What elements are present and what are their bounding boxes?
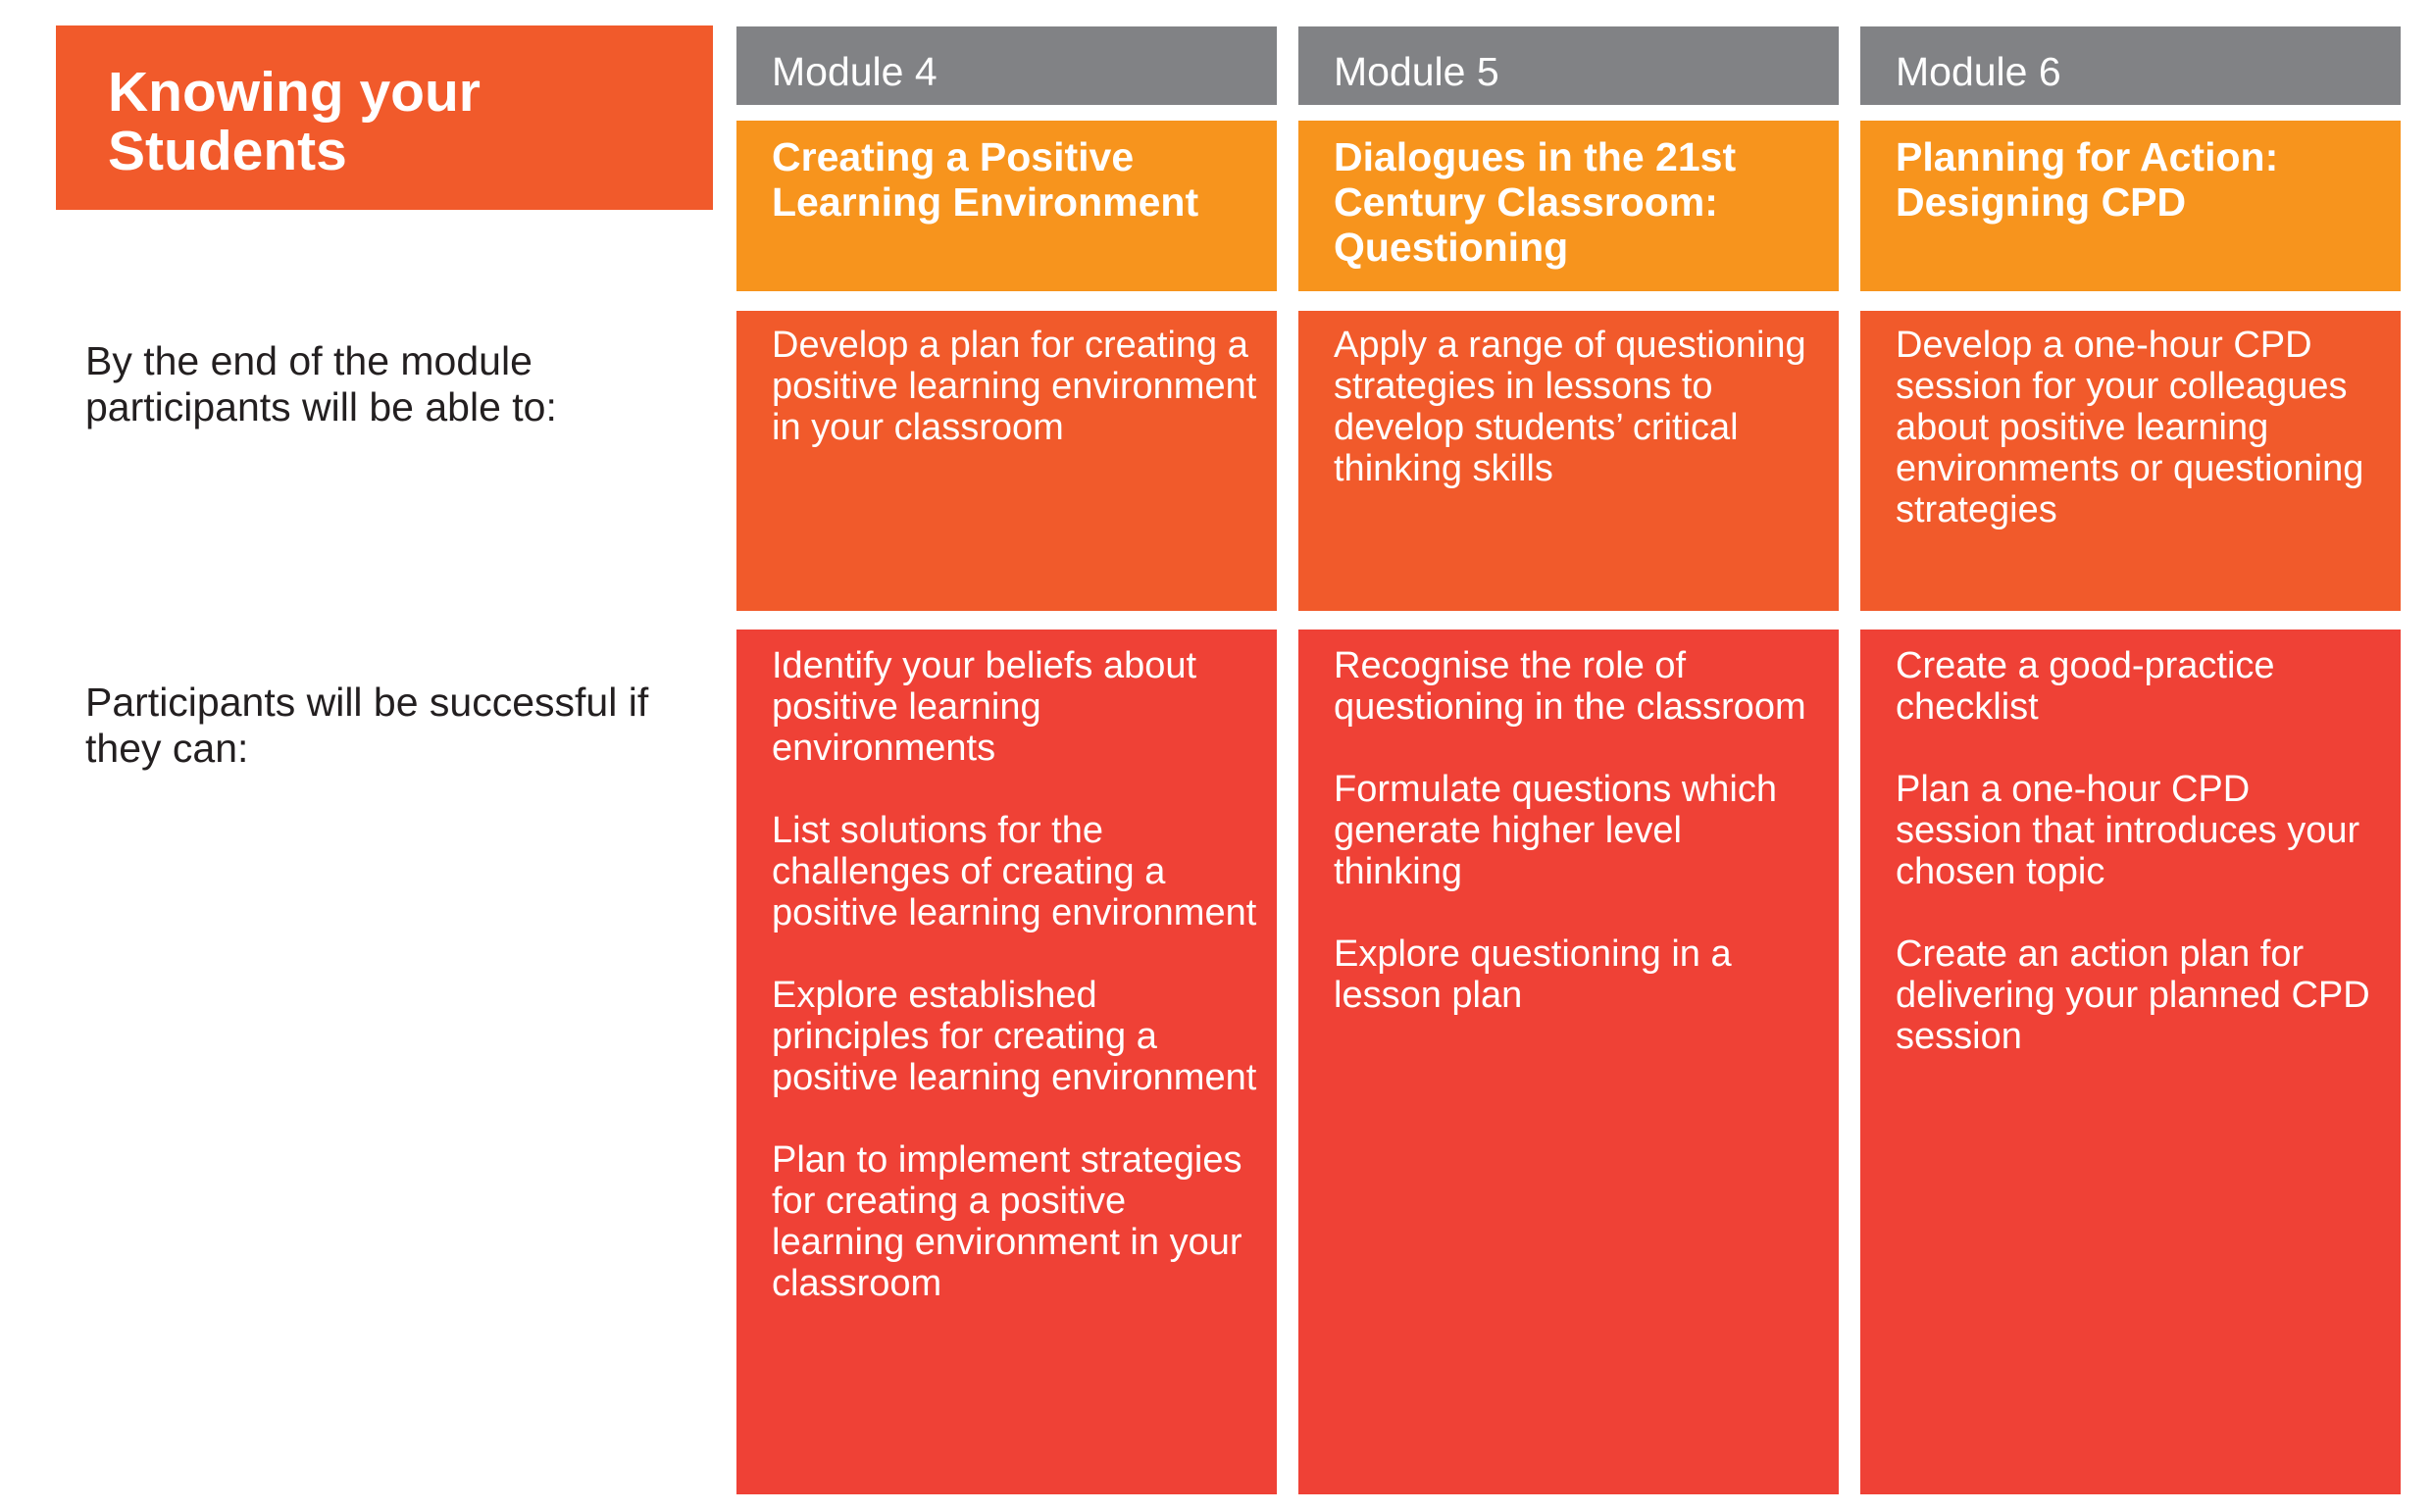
criteria-item: Plan to implement strategies for creatin… [772, 1139, 1242, 1304]
module-4-criteria: Identify your beliefs about positive lea… [736, 630, 1277, 1494]
criteria-item: Explore established principles for creat… [772, 975, 1257, 1098]
criteria-item: List solutions for the challenges of cre… [772, 810, 1257, 933]
module-4-tag: Module 4 [736, 26, 1277, 105]
criteria-item: Explore questioning in a lesson plan [1334, 933, 1732, 1016]
module-6-title: Planning for Action: Designing CPD [1860, 121, 2401, 291]
module-4-objective: Develop a plan for creating a positive l… [736, 311, 1277, 611]
module-4-title: Creating a Positive Learning Environment [736, 121, 1277, 291]
title-block: Knowing your Students [56, 25, 713, 210]
criteria-item: Create an action plan for delivering you… [1896, 933, 2370, 1057]
module-5-objective: Apply a range of questioning strategies … [1298, 311, 1839, 611]
page-title: Knowing your Students [108, 61, 481, 182]
module-6-objective: Develop a one-hour CPD session for your … [1860, 311, 2401, 611]
module-5-tag: Module 5 [1298, 26, 1839, 105]
module-6-tag: Module 6 [1860, 26, 2401, 105]
objectives-row-label: By the end of the module participants wi… [85, 338, 557, 429]
criteria-item: Identify your beliefs about positive lea… [772, 645, 1197, 769]
module-5-criteria: Recognise the role of questioning in the… [1298, 630, 1839, 1494]
criteria-item: Plan a one-hour CPD session that introdu… [1896, 769, 2360, 892]
module-5-title: Dialogues in the 21st Century Classroom:… [1298, 121, 1839, 291]
criteria-item: Create a good-practice checklist [1896, 645, 2275, 728]
module-6-criteria: Create a good-practice checklist Plan a … [1860, 630, 2401, 1494]
criteria-row-label: Participants will be successful if they … [85, 680, 649, 771]
criteria-item: Recognise the role of questioning in the… [1334, 645, 1806, 728]
criteria-item: Formulate questions which generate highe… [1334, 769, 1777, 892]
